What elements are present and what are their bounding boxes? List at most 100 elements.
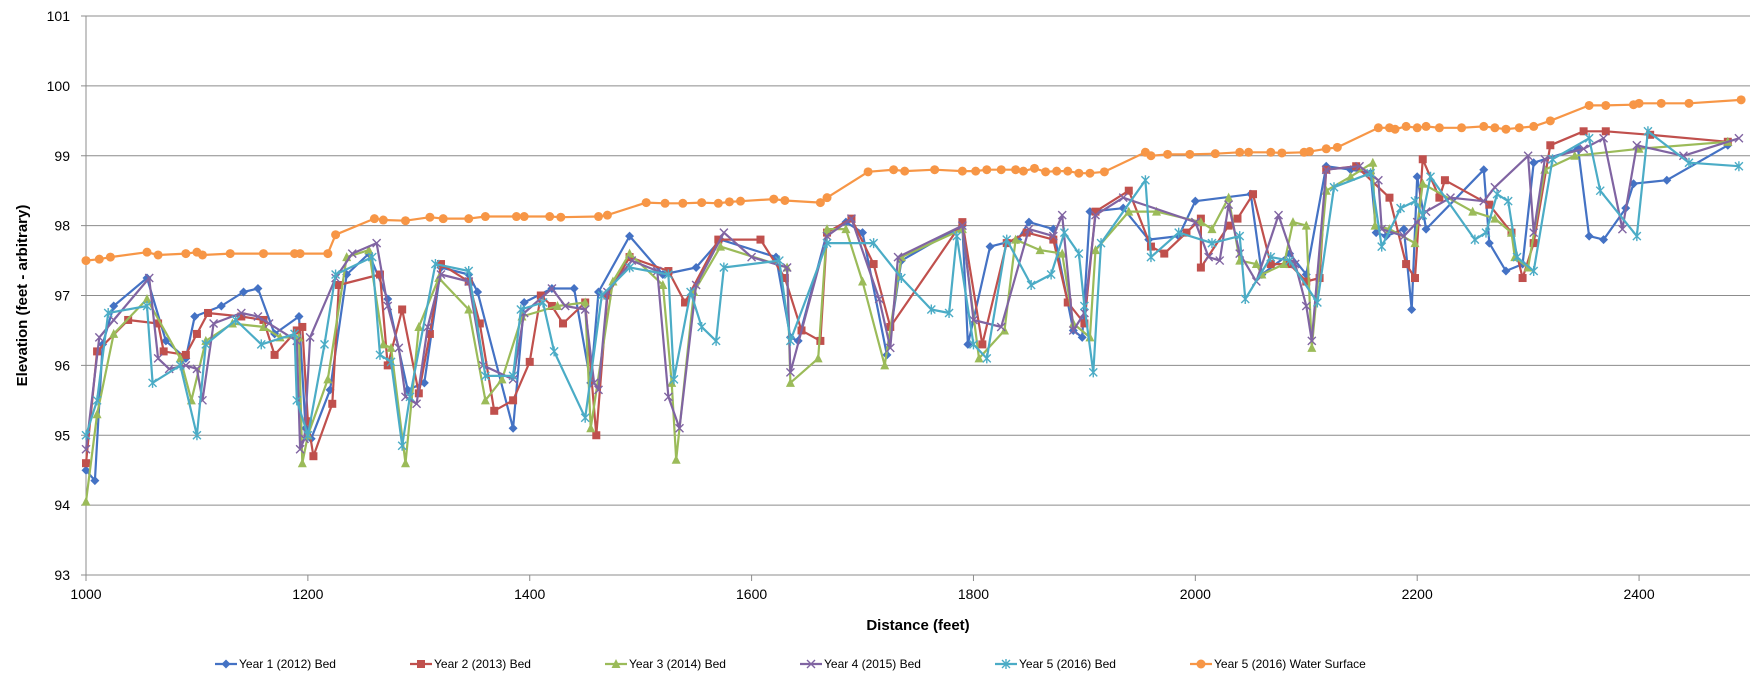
data-point [602, 287, 612, 297]
data-point [1048, 231, 1058, 241]
data-point [1305, 147, 1315, 157]
data-point [982, 165, 992, 175]
data-point [1601, 100, 1611, 110]
data-point [1418, 155, 1427, 164]
data-point [190, 311, 200, 321]
data-point [1240, 293, 1250, 304]
data-point [1215, 256, 1225, 266]
data-point [580, 297, 590, 307]
data-point [822, 193, 832, 203]
legend-label: Year 5 (2016) Water Surface [1214, 657, 1366, 671]
data-point [1503, 196, 1513, 207]
data-point [1163, 149, 1173, 159]
data-point [736, 196, 746, 206]
data-point [957, 221, 967, 231]
data-point [1057, 210, 1067, 220]
x-tick-label: 1400 [514, 586, 545, 602]
data-point [1440, 176, 1449, 185]
data-point [464, 214, 474, 224]
data-point [253, 284, 263, 294]
data-point [1185, 149, 1195, 159]
legend-item: Year 3 (2014) Bed [605, 657, 726, 671]
data-point [270, 350, 279, 359]
data-point [714, 235, 723, 244]
data-point [1401, 121, 1411, 131]
data-point [1090, 210, 1100, 220]
series-line [85, 144, 1729, 482]
data-point [1174, 227, 1184, 238]
series-line [84, 130, 1739, 447]
data-point [1481, 227, 1491, 238]
data-point [594, 385, 604, 395]
data-point [81, 496, 91, 506]
data-point [724, 197, 734, 207]
data-point [1355, 161, 1365, 171]
data-point [1484, 238, 1494, 248]
data-point [957, 166, 967, 176]
data-point [378, 215, 388, 225]
data-point [1373, 123, 1383, 133]
data-point [181, 249, 191, 259]
data-point [1011, 234, 1021, 244]
data-point [1399, 231, 1409, 241]
data-point [1074, 248, 1084, 259]
legend-label: Year 5 (2016) Bed [1019, 657, 1116, 671]
data-point [331, 230, 341, 240]
data-point [192, 430, 202, 441]
legend-label: Year 2 (2013) Bed [434, 657, 531, 671]
data-point [1146, 151, 1156, 161]
data-point [1207, 224, 1217, 234]
data-point [1501, 266, 1511, 276]
data-point [674, 423, 684, 433]
data-point [1490, 123, 1500, 133]
data-point [328, 399, 337, 408]
axes: 93 94 95 96 97 98 99 100 101 1000 1200 1400 1600 1800… [47, 8, 1750, 602]
data-point [303, 430, 313, 441]
data-point [516, 304, 526, 315]
data-point [490, 406, 499, 415]
data-point [225, 249, 235, 259]
data-point [94, 254, 104, 264]
data-point [549, 346, 559, 357]
data-point [383, 301, 393, 311]
legend-label: Year 3 (2014) Bed [629, 657, 726, 671]
data-point [236, 308, 246, 318]
data-point [713, 198, 723, 208]
data-point [1399, 224, 1409, 234]
data-point [1152, 206, 1162, 216]
data-point [1321, 165, 1331, 175]
data-point [290, 328, 300, 339]
data-point [996, 322, 1006, 332]
data-point [597, 290, 607, 301]
data-point [1407, 304, 1417, 314]
data-point [509, 396, 518, 405]
data-point [1332, 142, 1342, 152]
data-point [364, 245, 374, 255]
data-point [1090, 245, 1100, 255]
data-point [1204, 252, 1214, 262]
data-point [475, 319, 484, 328]
data-point [1418, 178, 1428, 188]
data-point [464, 266, 474, 277]
data-point [480, 395, 490, 405]
data-point [1118, 203, 1128, 213]
data-point [1410, 238, 1420, 248]
data-point [1373, 175, 1383, 185]
x-tick-label: 2400 [1623, 586, 1654, 602]
data-point [1085, 168, 1095, 178]
legend-item: Year 5 (2016) Bed [995, 657, 1116, 671]
data-point [1011, 165, 1021, 175]
data-point [1412, 172, 1422, 182]
data-point [880, 360, 890, 370]
data-point [663, 392, 673, 402]
data-point [378, 339, 388, 349]
data-point [697, 198, 707, 208]
data-point [1049, 235, 1058, 244]
data-point [464, 304, 474, 314]
data-point [1529, 239, 1538, 248]
data-point [372, 238, 382, 248]
data-point [785, 335, 795, 346]
data-point [1210, 149, 1220, 159]
data-point [846, 214, 856, 224]
y-tick-label: 98 [54, 218, 70, 234]
